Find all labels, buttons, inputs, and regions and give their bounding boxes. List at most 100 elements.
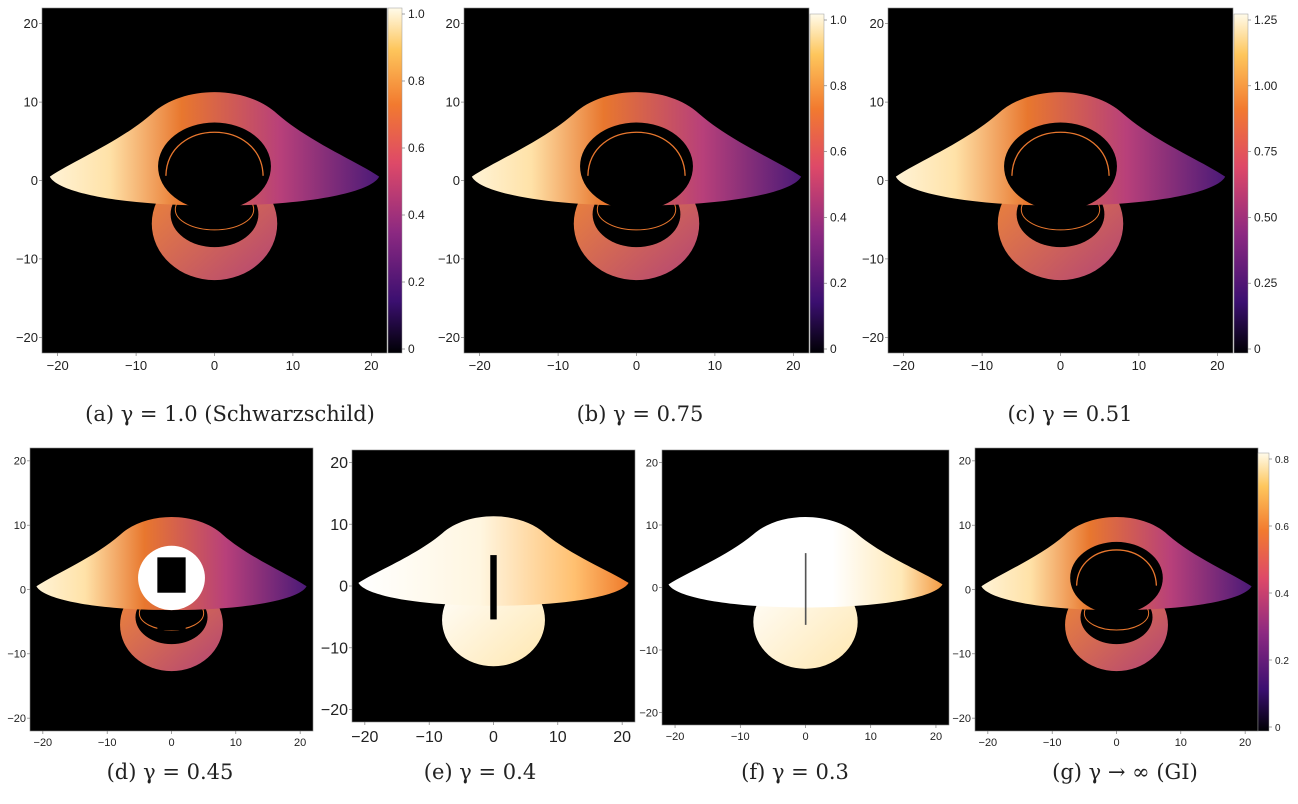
colorbar-tick-label: 0.4 [1275, 589, 1289, 600]
core-gap-upper [157, 557, 186, 593]
shadow-region [1070, 541, 1163, 614]
x-tick-label: 0 [1113, 737, 1119, 749]
colorbar-tick-label: 0 [1254, 342, 1261, 356]
panel-g: −20 −10 0 10 20 20 10 0 −10 −20 0.8 0.6 0.4 0.2 0 [950, 445, 1295, 755]
y-tick-label: −10 [952, 649, 971, 661]
y-tick-label: −20 [438, 330, 460, 345]
caption-d: (d) γ = 0.45 [106, 760, 234, 784]
x-tick-label: −10 [416, 729, 443, 746]
colorbar-tick-label: 0.6 [830, 145, 847, 159]
y-tick-label: −20 [862, 330, 884, 345]
y-tick-label: 10 [330, 517, 348, 534]
colorbar-tick-label: 0 [1275, 723, 1281, 734]
y-tick-label: −20 [7, 713, 26, 725]
colorbar [387, 7, 403, 354]
y-tick-label: −10 [321, 640, 348, 657]
panel-c: −20 −10 0 10 20 20 10 0 −10 −20 1.25 1.00 0.75 0.50 0.… [846, 0, 1286, 390]
x-tick-label: −20 [47, 358, 69, 373]
y-tick-label: 20 [959, 456, 971, 468]
colorbar-tick-label: 0.2 [408, 275, 425, 289]
colorbar-tick-label: 0.4 [408, 208, 425, 222]
caption-c: (c) γ = 0.51 [1007, 402, 1133, 426]
core-gap-lower [157, 612, 186, 631]
colorbar-tick-label: 1.25 [1254, 13, 1278, 27]
x-tick-label: −20 [893, 358, 915, 373]
x-tick-label: −10 [547, 358, 569, 373]
y-tick-label: 0 [339, 579, 348, 596]
y-tick-label: −20 [952, 713, 971, 725]
y-tick-label: 0 [877, 173, 884, 188]
x-tick-label: 0 [1057, 358, 1064, 373]
caption-g: (g) γ → ∞ (GI) [1052, 760, 1198, 784]
image-panel-b: −20 −10 0 10 20 20 10 0 −10 −20 1.0 0.8 0.6 0.4 0.2 0 [438, 7, 847, 373]
x-tick-label: 20 [930, 731, 942, 743]
y-tick-label: 0 [965, 584, 971, 596]
y-tick-label: −20 [16, 330, 38, 345]
shadow-region [1004, 122, 1117, 211]
y-tick-label: −10 [862, 251, 884, 266]
x-tick-label: −20 [979, 737, 998, 749]
colorbar-tick-label: 0 [408, 342, 415, 356]
photon-ring [1075, 549, 1158, 586]
image-panel-c: −20 −10 0 10 20 20 10 0 −10 −20 1.25 1.00 0.75 0.50 0.… [862, 7, 1278, 373]
colorbar [1233, 13, 1249, 354]
x-tick-label: 0 [633, 358, 640, 373]
y-tick-label: 10 [959, 520, 971, 532]
caption-f: (f) γ = 0.3 [741, 760, 849, 784]
image-panel-e: −20 −10 0 10 20 20 10 0 −10 −20 [321, 449, 636, 746]
caption-a: (a) γ = 1.0 (Schwarzschild) [85, 402, 375, 426]
y-tick-label: 0 [31, 173, 38, 188]
y-tick-label: −10 [438, 251, 460, 266]
x-tick-label: 20 [364, 358, 378, 373]
colorbar-tick-label: 0.8 [408, 74, 425, 88]
colorbar-tick-label: 0.75 [1254, 145, 1278, 159]
x-tick-label: 10 [549, 729, 567, 746]
colorbar-tick-label: 0.6 [1275, 522, 1289, 533]
x-tick-label: 20 [786, 358, 800, 373]
caption-b: (b) γ = 0.75 [576, 402, 704, 426]
x-tick-label: −10 [125, 358, 147, 373]
colorbar-tick-label: 1.00 [1254, 79, 1278, 93]
x-tick-label: 0 [168, 737, 174, 749]
x-tick-label: 20 [1210, 358, 1224, 373]
x-tick-label: −10 [98, 737, 117, 749]
x-tick-label: −20 [351, 729, 378, 746]
colorbar-tick-label: 1.0 [408, 7, 425, 21]
panel-d: −20 −10 0 10 20 20 10 0 −10 −20 [0, 445, 320, 755]
y-tick-label: 20 [14, 456, 26, 468]
x-tick-label: 10 [286, 358, 300, 373]
panel-e: −20 −10 0 10 20 20 10 0 −10 −20 [320, 445, 640, 755]
x-tick-label: −10 [731, 731, 750, 743]
y-tick-label: 20 [646, 457, 658, 469]
x-tick-label: −20 [34, 737, 53, 749]
x-tick-label: 10 [230, 737, 242, 749]
central-slit [490, 555, 497, 620]
image-panel-a: −20 −10 0 10 20 20 10 0 −10 −20 1.0 0.8 0.6 0.4 0.2 0 [16, 7, 425, 373]
x-tick-label: 20 [613, 729, 631, 746]
image-panel-f: −20 −10 0 10 20 20 10 0 −10 −20 [639, 449, 950, 743]
x-tick-label: 0 [211, 358, 218, 373]
x-tick-label: 10 [1175, 737, 1187, 749]
y-tick-label: 10 [870, 95, 884, 110]
central-slit [804, 553, 807, 625]
y-tick-label: −20 [321, 702, 348, 719]
photon-ring [587, 131, 686, 176]
x-tick-label: 10 [708, 358, 722, 373]
caption-e: (e) γ = 0.4 [423, 760, 537, 784]
image-panel-g: −20 −10 0 10 20 20 10 0 −10 −20 0.8 0.6 0.4 0.2 0 [952, 447, 1289, 749]
x-tick-label: −10 [971, 358, 993, 373]
x-tick-label: −20 [666, 731, 685, 743]
panel-a: −20 −10 0 10 20 20 10 0 −10 −20 1.0 0.8 0.6 0.4 0.2 0 [0, 0, 430, 390]
x-tick-label: 0 [489, 729, 498, 746]
colorbar-tick-label: 0.8 [1275, 455, 1289, 466]
x-tick-label: 0 [802, 731, 808, 743]
colorbar-tick-label: 0.2 [1275, 656, 1289, 667]
shadow-region [580, 122, 693, 211]
colorbar-tick-label: 0 [830, 342, 837, 356]
photon-ring [165, 131, 264, 176]
y-tick-label: 10 [646, 520, 658, 532]
y-tick-label: 0 [652, 582, 658, 594]
colorbar-tick-label: 0.50 [1254, 210, 1278, 224]
image-panel-d: −20 −10 0 10 20 20 10 0 −10 −20 [7, 447, 314, 749]
panel-b: −20 −10 0 10 20 20 10 0 −10 −20 1.0 0.8 0.6 0.4 0.2 0 [422, 0, 852, 390]
